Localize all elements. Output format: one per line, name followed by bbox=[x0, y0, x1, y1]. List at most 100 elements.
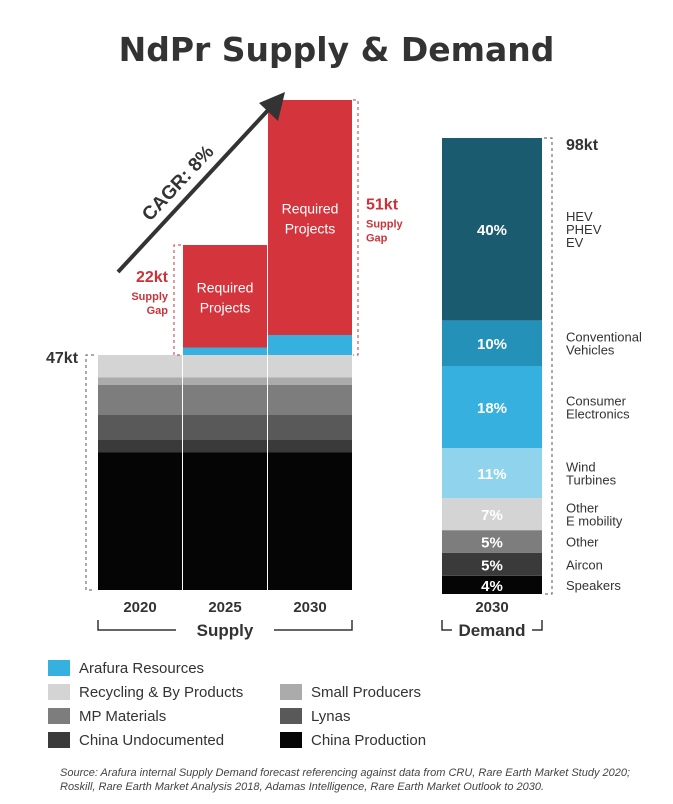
demand-segment-conventional-vehicles bbox=[442, 320, 542, 366]
bar-segment-mp_materials-2020 bbox=[98, 385, 182, 415]
demand-percent-other-e-mobility: 7% bbox=[481, 507, 503, 524]
demand-total-bracket bbox=[544, 137, 553, 595]
bar-segment-china_undocumented-2025 bbox=[183, 440, 267, 453]
demand-group-label: Demand bbox=[458, 621, 525, 640]
bar-segment-arafura-2025 bbox=[183, 347, 267, 355]
demand-category-label-hev-phev-ev-0: HEV bbox=[566, 209, 593, 224]
supply-group-label: Supply bbox=[197, 621, 254, 640]
legend-swatch-recycling bbox=[48, 684, 70, 700]
demand-percent-consumer-electronics: 18% bbox=[477, 400, 507, 417]
legend-label-lynas: Lynas bbox=[311, 707, 351, 725]
gap-note-2030-0: Supply bbox=[366, 219, 404, 231]
bar-segment-arafura-2030 bbox=[268, 335, 352, 355]
demand-segment-hev-phev-ev bbox=[442, 138, 542, 321]
bar-segment-recycling-2030 bbox=[268, 355, 352, 378]
demand-category-label-other-e-mobility-1: E mobility bbox=[566, 514, 623, 529]
demand-segment-speakers bbox=[442, 575, 542, 594]
demand-bracket-right bbox=[532, 620, 543, 631]
legend-item-small_producers: Small Producers bbox=[280, 682, 421, 702]
bar-segment-china_production-2030 bbox=[268, 452, 352, 590]
bar-segment-mp_materials-2030 bbox=[268, 385, 352, 415]
bar-segment-lynas-2025 bbox=[183, 415, 267, 440]
demand-percent-conventional-vehicles: 10% bbox=[477, 336, 507, 353]
demand-category-label-conventional-vehicles-1: Vehicles bbox=[566, 343, 615, 358]
legend-label-arafura: Arafura Resources bbox=[79, 659, 205, 677]
demand-category-label-consumer-electronics-1: Electronics bbox=[566, 407, 630, 422]
x-tick-label-2020: 2020 bbox=[123, 599, 156, 616]
demand-category-label-other-e-mobility-0: Other bbox=[566, 501, 599, 516]
legend-label-small_producers: Small Producers bbox=[311, 683, 422, 701]
demand-percent-other: 5% bbox=[481, 535, 503, 552]
bar-segment-china_production-2025 bbox=[183, 452, 267, 590]
bar-segment-recycling-2025 bbox=[183, 355, 267, 378]
legend-item-lynas: Lynas bbox=[280, 706, 350, 726]
demand-percent-wind-turbines: 11% bbox=[477, 466, 506, 483]
x-tick-label-demand-2030: 2030 bbox=[475, 599, 508, 616]
x-tick-label-2025: 2025 bbox=[208, 599, 241, 616]
required-projects-label-2025-0: Required bbox=[197, 279, 254, 295]
bar-segment-china_undocumented-2020 bbox=[98, 440, 182, 453]
total-bracket-47kt bbox=[85, 354, 94, 591]
bar-segment-lynas-2020 bbox=[98, 415, 182, 440]
bar-segment-small_producers-2030 bbox=[268, 377, 352, 385]
cagr-arrow-shaft bbox=[116, 106, 272, 274]
bar-segment-china_undocumented-2030 bbox=[268, 440, 352, 453]
legend-swatch-china_undocumented bbox=[48, 732, 70, 748]
legend-swatch-arafura bbox=[48, 660, 70, 676]
source-note: Source: Arafura internal Supply Demand f… bbox=[60, 767, 631, 793]
demand-segment-other bbox=[442, 530, 542, 553]
supply-chart: 2020 2025 2030 47kt Required Projects 22kt Supp… bbox=[46, 92, 404, 640]
demand-bracket-left bbox=[441, 620, 452, 631]
x-tick-label-2030: 2030 bbox=[293, 599, 326, 616]
legend-item-china_undocumented: China Undocumented bbox=[48, 730, 224, 750]
legend-item-recycling: Recycling & By Products bbox=[48, 682, 243, 702]
demand-category-label-hev-phev-ev-1: PHEV bbox=[566, 222, 602, 237]
demand-segment-other-e-mobility bbox=[442, 498, 542, 531]
demand-segment-consumer-electronics bbox=[442, 366, 542, 449]
legend-item-arafura: Arafura Resources bbox=[48, 658, 204, 678]
bar-segment-lynas-2030 bbox=[268, 415, 352, 440]
gap-bracket-2030 bbox=[353, 99, 359, 356]
chart-title: NdPr Supply & Demand bbox=[118, 30, 555, 69]
bar-segment-required-2025 bbox=[183, 245, 267, 348]
legend-swatch-mp_materials bbox=[48, 708, 70, 724]
supply-bracket-right bbox=[274, 620, 353, 631]
gap-note-2030-1: Gap bbox=[366, 233, 388, 245]
legend-label-mp_materials: MP Materials bbox=[79, 707, 167, 725]
demand-category-label-hev-phev-ev-2: EV bbox=[566, 235, 584, 250]
demand-category-label-consumer-electronics-0: Consumer bbox=[566, 394, 627, 409]
demand-segment-aircon bbox=[442, 552, 542, 576]
bar-segment-mp_materials-2025 bbox=[183, 385, 267, 415]
bar-segment-required-2030 bbox=[268, 100, 352, 335]
demand-category-label-wind-turbines-1: Turbines bbox=[566, 473, 617, 488]
demand-category-label-conventional-vehicles-0: Conventional bbox=[566, 330, 642, 345]
legend-label-china_production: China Production bbox=[311, 731, 427, 749]
legend-swatch-lynas bbox=[280, 708, 302, 724]
legend-label-china_undocumented: China Undocumented bbox=[79, 731, 225, 749]
gap-note-2025-0: Supply bbox=[131, 291, 169, 303]
demand-percent-speakers: 4% bbox=[481, 578, 503, 595]
demand-percent-hev-phev-ev: 40% bbox=[477, 222, 507, 239]
demand-category-label-wind-turbines-0: Wind bbox=[566, 460, 596, 475]
legend-swatch-small_producers bbox=[280, 684, 302, 700]
gap-value-2030: 51kt bbox=[366, 197, 399, 214]
legend-item-china_production: China Production bbox=[280, 730, 426, 750]
gap-value-2025: 22kt bbox=[136, 269, 169, 286]
bar-segment-recycling-2020 bbox=[98, 355, 182, 378]
bar-segment-small_producers-2025 bbox=[183, 377, 267, 385]
gap-note-2025-1: Gap bbox=[147, 305, 169, 317]
demand-segment-wind-turbines bbox=[442, 448, 542, 499]
required-projects-label-2030-1: Projects bbox=[285, 221, 336, 237]
demand-category-label-other-0: Other bbox=[566, 535, 599, 550]
total-label: 47kt bbox=[46, 350, 79, 367]
required-projects-label-2025-1: Projects bbox=[200, 299, 251, 315]
legend-label-recycling: Recycling & By Products bbox=[79, 683, 244, 701]
legend-item-mp_materials: MP Materials bbox=[48, 706, 166, 726]
legend-swatch-china_production bbox=[280, 732, 302, 748]
demand-category-label-aircon-0: Aircon bbox=[566, 557, 603, 572]
cagr-arrow-head bbox=[259, 92, 285, 121]
demand-total-label: 98kt bbox=[566, 137, 599, 154]
bar-segment-china_production-2020 bbox=[98, 452, 182, 590]
